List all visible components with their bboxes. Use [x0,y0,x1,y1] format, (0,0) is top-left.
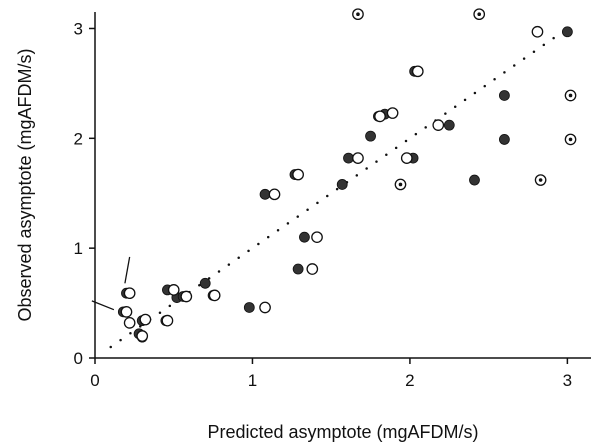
y-ticks: 0 1 2 3 [74,19,95,368]
filled-point [365,130,376,142]
open-point [311,231,323,244]
dotted-circle-point [473,8,486,21]
filled-point [199,277,211,289]
filled-point [443,119,455,131]
filled-point [336,179,348,190]
open-point [136,330,149,342]
filled-point [498,134,510,145]
dotted-circle-center [398,182,403,187]
x-tick-label: 1 [248,371,257,390]
x-tick-label: 0 [90,371,99,390]
open-point [161,314,174,327]
open-point [352,152,364,164]
filled-point [343,152,354,164]
filled-point [243,302,255,313]
open-point [268,188,281,201]
dotted-circle-center [356,12,360,16]
dotted-circle-center [477,12,482,16]
dotted-circle-point [394,178,407,191]
open-point [292,168,304,181]
open-point [386,107,399,119]
axes [94,12,591,359]
filled-point [498,90,510,101]
open-point [411,65,424,78]
open-point [432,119,445,131]
y-axis-title: Observed asymptote (mgAFDM/s) [15,48,35,321]
dotted-circle-point [564,89,577,102]
open-point [259,301,271,314]
filled-point [469,174,480,186]
annotation-pointer-line [124,256,131,284]
filled-point [292,263,304,275]
dotted-circle-point [564,133,577,146]
annotations [91,256,131,311]
filled-point [259,188,271,200]
dotted-circle-point [352,8,364,21]
open-point [208,289,221,302]
y-tick-label: 3 [74,19,83,38]
x-axis-title: Predicted asymptote (mgAFDM/s) [207,422,478,442]
y-tick-label: 1 [74,239,83,258]
annotation-pointer-line [91,300,115,311]
open-point [306,263,319,275]
open-point [123,317,136,329]
open-point [120,306,133,318]
y-tick-label: 0 [74,349,83,368]
open-point [167,284,180,296]
dotted-circle-center [538,178,543,182]
open-point [531,25,544,38]
x-tick-label: 2 [405,371,414,390]
open-point [123,287,136,300]
filled-point [299,231,310,243]
dotted-circle-center [568,93,573,98]
open-point [180,290,193,303]
y-tick-label: 2 [74,129,83,148]
data-points [117,8,577,343]
x-ticks: 0 1 2 3 [90,358,572,390]
dotted-circle-center [568,137,573,142]
x-tick-label: 3 [563,371,572,390]
filled-point [561,26,573,38]
dotted-circle-point [534,174,547,186]
open-point [139,313,152,326]
open-point [400,152,413,164]
open-point [374,110,386,123]
